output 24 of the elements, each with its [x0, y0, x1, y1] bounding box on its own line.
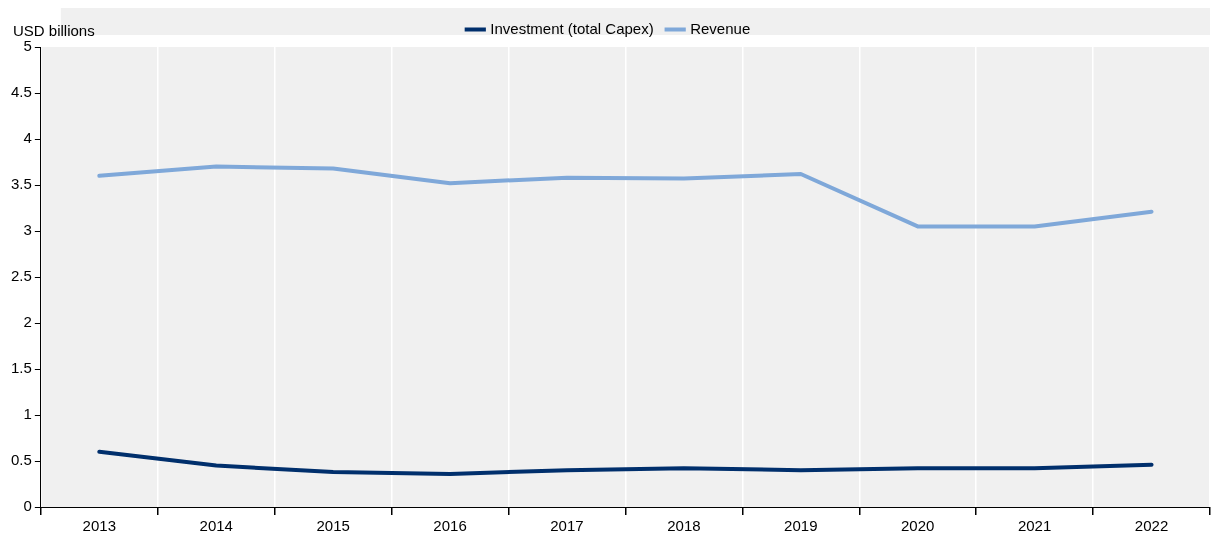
- y-tick-label: 3.5: [10, 175, 32, 193]
- x-tick-label: 2019: [784, 517, 818, 535]
- y-tick-label: 2.5: [10, 267, 32, 285]
- y-tick-label: 1: [23, 405, 32, 423]
- x-tick-label: 2021: [1017, 517, 1052, 535]
- legend-label: Revenue: [690, 19, 751, 37]
- x-tick-label: 2017: [550, 517, 584, 535]
- y-tick-label: 4.5: [10, 83, 32, 101]
- x-tick-label: 2013: [82, 517, 116, 535]
- y-tick-label: 4: [23, 129, 32, 147]
- y-tick-label: 5: [23, 37, 32, 55]
- y-tick-label: 2: [23, 313, 32, 331]
- y-tick-label: 1.5: [10, 359, 32, 377]
- x-tick-label: 2022: [1134, 517, 1169, 535]
- y-tick-label: 0.5: [10, 451, 32, 469]
- x-tick-label: 2016: [433, 517, 467, 535]
- x-tick-label: 2014: [199, 517, 233, 535]
- x-tick-label: 2015: [316, 517, 350, 535]
- y-axis-title: USD billions: [13, 21, 95, 39]
- legend-label: Investment (total Capex): [490, 19, 654, 37]
- y-tick-label: 0: [23, 497, 32, 515]
- x-tick-label: 2020: [901, 517, 935, 535]
- y-tick-label: 3: [23, 221, 32, 239]
- x-tick-label: 2018: [667, 517, 701, 535]
